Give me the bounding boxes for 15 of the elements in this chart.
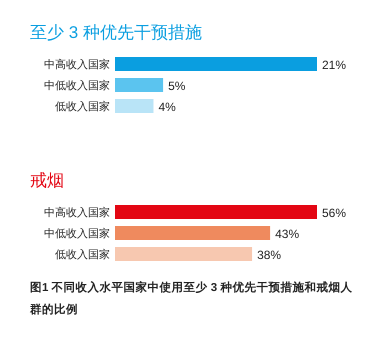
y-tick-label: 中高收入国家 [44,58,110,71]
y-tick-label: 低收入国家 [55,100,110,113]
data-label: 38% [257,248,282,262]
data-label: 5% [168,79,186,93]
chart-title: 至少 3 种优先干预措施 [30,23,202,42]
data-label: 56% [322,206,346,220]
y-tick-label: 中低收入国家 [44,227,110,240]
y-tick-label: 中低收入国家 [44,79,110,92]
y-tick-label: 低收入国家 [55,248,110,261]
data-label: 43% [275,227,300,241]
data-label: 21% [322,58,346,72]
caption: 图1 不同收入水平国家中使用至少 3 种优先干预措施和戒烟人群的比例 [30,280,354,318]
y-tick-label: 中高收入国家 [44,206,110,219]
chart-title: 戒烟 [30,171,64,190]
data-label: 4% [158,100,176,114]
